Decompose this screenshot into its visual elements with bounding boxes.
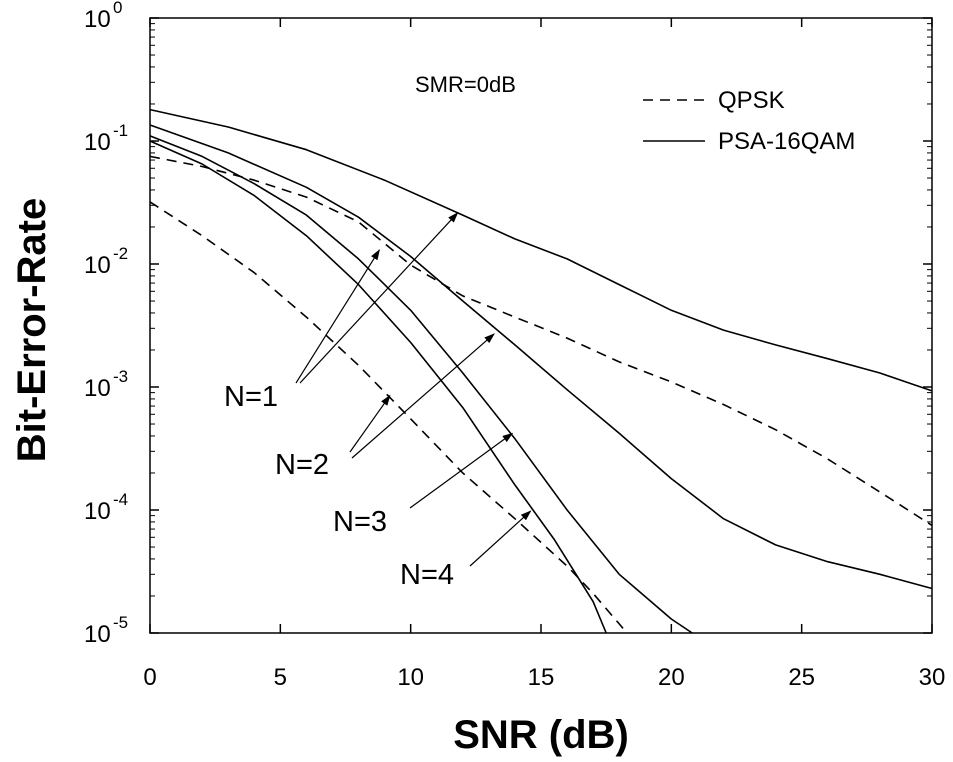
label-n2: N=2 (275, 449, 329, 481)
x-tick-label-4: 20 (658, 664, 685, 691)
legend-qpsk-label: QPSK (718, 87, 785, 114)
label-n4: N=4 (400, 559, 454, 591)
curve-qpsk-n1 (149, 155, 933, 527)
x-tick-labels: 0 5 10 15 20 25 30 (143, 664, 945, 691)
y-tick-label-0: 10 (84, 6, 111, 33)
arrow-n1-0 (295, 249, 380, 384)
smr-annotation: SMR=0dB (415, 72, 516, 97)
curve-qpsk-n4 (149, 201, 628, 634)
arrow-n4-0 (469, 510, 532, 567)
label-arrows (295, 212, 532, 567)
y-tick-exp-4: -4 (113, 490, 128, 509)
y-tick-exp-5: -5 (113, 613, 128, 632)
y-tick-exp-3: -3 (113, 367, 128, 386)
x-tick-label-1: 5 (274, 664, 287, 691)
arrow-n3-0 (409, 432, 514, 509)
label-n1: N=1 (224, 381, 278, 413)
x-axis-title: SNR (dB) (453, 713, 629, 757)
curves (149, 108, 933, 634)
x-tick-label-0: 0 (143, 664, 156, 691)
legend-psa-label: PSA-16QAM (718, 128, 855, 155)
n-labels: N=1 N=2N=3 N=4 (224, 381, 454, 591)
arrow-n1-1 (299, 212, 459, 384)
y-tick-exp-0: 0 (113, 0, 122, 17)
y-tick-label-1: 10 (84, 129, 111, 156)
y-tick-label-3: 10 (84, 375, 111, 402)
y-tick-label-5: 10 (84, 621, 111, 648)
tick-marks (149, 17, 933, 634)
label-n3: N=3 (333, 506, 387, 538)
x-tick-label-2: 10 (397, 664, 424, 691)
legend: QPSK PSA-16QAM (643, 87, 855, 155)
y-tick-label-4: 10 (84, 498, 111, 525)
y-axis-title: Bit-Error-Rate (10, 198, 54, 462)
curve-psa16qam-n2 (149, 124, 933, 590)
x-tick-label-3: 15 (528, 664, 555, 691)
x-tick-label-5: 25 (788, 664, 815, 691)
y-tick-label-2: 10 (84, 252, 111, 279)
curve-psa16qam-n4 (149, 140, 607, 634)
y-tick-exp-2: -2 (113, 244, 128, 263)
arrow-n2-0 (349, 394, 391, 453)
x-tick-label-6: 30 (919, 664, 946, 691)
plot-frame (149, 17, 933, 634)
curve-psa16qam-n3 (149, 135, 693, 634)
y-tick-exp-1: -1 (113, 121, 128, 140)
curve-psa16qam-n1 (149, 108, 933, 392)
arrow-n2-1 (351, 333, 495, 459)
